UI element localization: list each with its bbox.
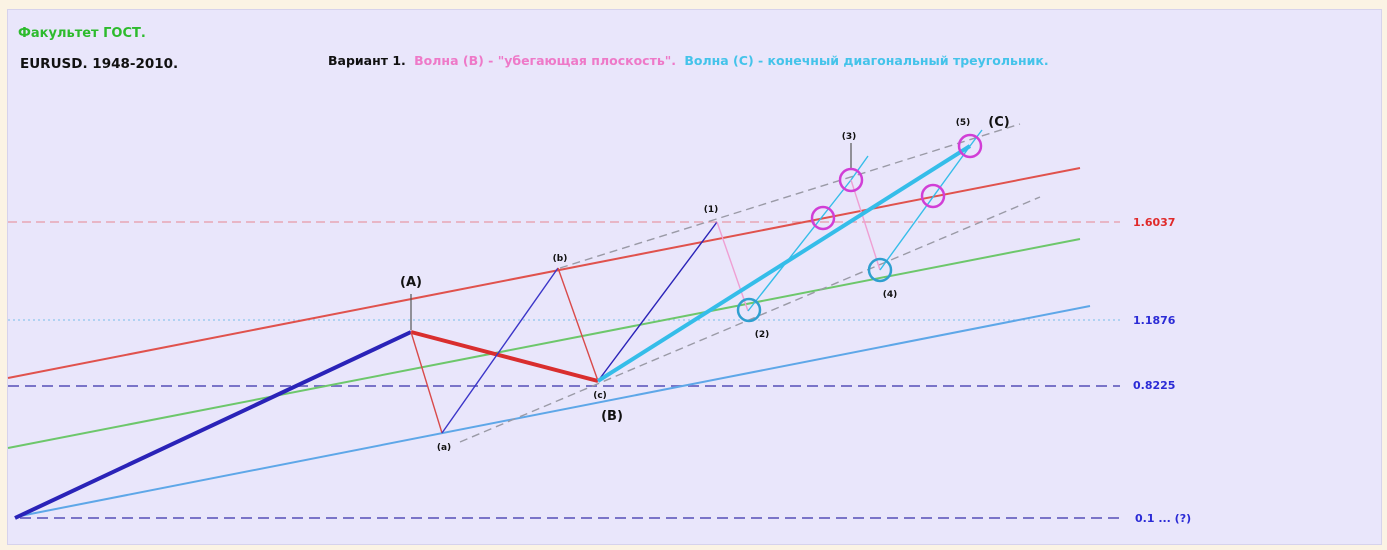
- wave-label-B: (B): [601, 409, 623, 424]
- wave-label-b-small: (b): [553, 254, 568, 264]
- wave-label-c-small: (c): [593, 391, 607, 401]
- variant-caption: Вариант 1. Волна (B) - "убегающая плоско…: [328, 53, 1049, 68]
- middle-channel-line: [7, 238, 1081, 449]
- level-label-16037: 1.6037: [1133, 216, 1175, 229]
- diagonal-upper-dashed: [559, 123, 1021, 269]
- wave-c-small-down: [557, 267, 599, 382]
- wave-label-C: (C): [988, 115, 1009, 130]
- circle-magenta-3: [920, 183, 946, 209]
- wave-3-extension: [850, 155, 869, 181]
- circle-blue-1: [736, 297, 762, 323]
- wave-label-3: (3): [842, 132, 857, 142]
- wave-ab-thick-red: [410, 330, 599, 383]
- wave-c-thick: [596, 144, 972, 383]
- level-label-11876: 1.1876: [1133, 314, 1176, 327]
- wave-label-4: (4): [883, 290, 898, 300]
- wave-3-to-4-pink: [850, 179, 881, 271]
- level-label-08225: 0.8225: [1133, 379, 1175, 392]
- chart-panel: [7, 9, 1382, 545]
- faculty-title: Факультет ГОСТ.: [18, 26, 146, 41]
- variant-label: Вариант 1.: [328, 53, 406, 68]
- wave-c-description: Волна (C) - конечный диагональный треуго…: [684, 53, 1048, 68]
- level-label-01: 0.1 ... (?): [1135, 512, 1191, 525]
- wave-b-description: Волна (B) - "убегающая плоскость".: [414, 53, 676, 68]
- wave-label-A: (A): [400, 275, 422, 290]
- wave-a-impulse: [14, 330, 412, 520]
- lower-channel-line: [14, 305, 1091, 518]
- wave-label-5: (5): [956, 118, 971, 128]
- upper-channel-line: [7, 167, 1081, 379]
- circle-blue-2: [867, 257, 893, 283]
- instrument-title: EURUSD. 1948-2010.: [20, 56, 178, 72]
- wave-label-1: (1): [704, 205, 719, 215]
- circle-magenta-1: [810, 205, 836, 231]
- wave-1-impulse: [597, 221, 718, 382]
- circle-magenta-4: [957, 133, 983, 159]
- circle-magenta-2: [838, 167, 864, 193]
- wave-2-to-3-blue: [747, 179, 852, 312]
- wave-label-2: (2): [755, 330, 770, 340]
- wave-label-a-small: (a): [437, 443, 451, 453]
- diagonal-lower-dashed: [459, 196, 1041, 443]
- wave-4-to-5-blue: [879, 145, 971, 271]
- wave-1-to-2-pink: [716, 221, 749, 312]
- wave-a-small-down: [410, 331, 443, 434]
- wave-b-small-up: [441, 267, 559, 434]
